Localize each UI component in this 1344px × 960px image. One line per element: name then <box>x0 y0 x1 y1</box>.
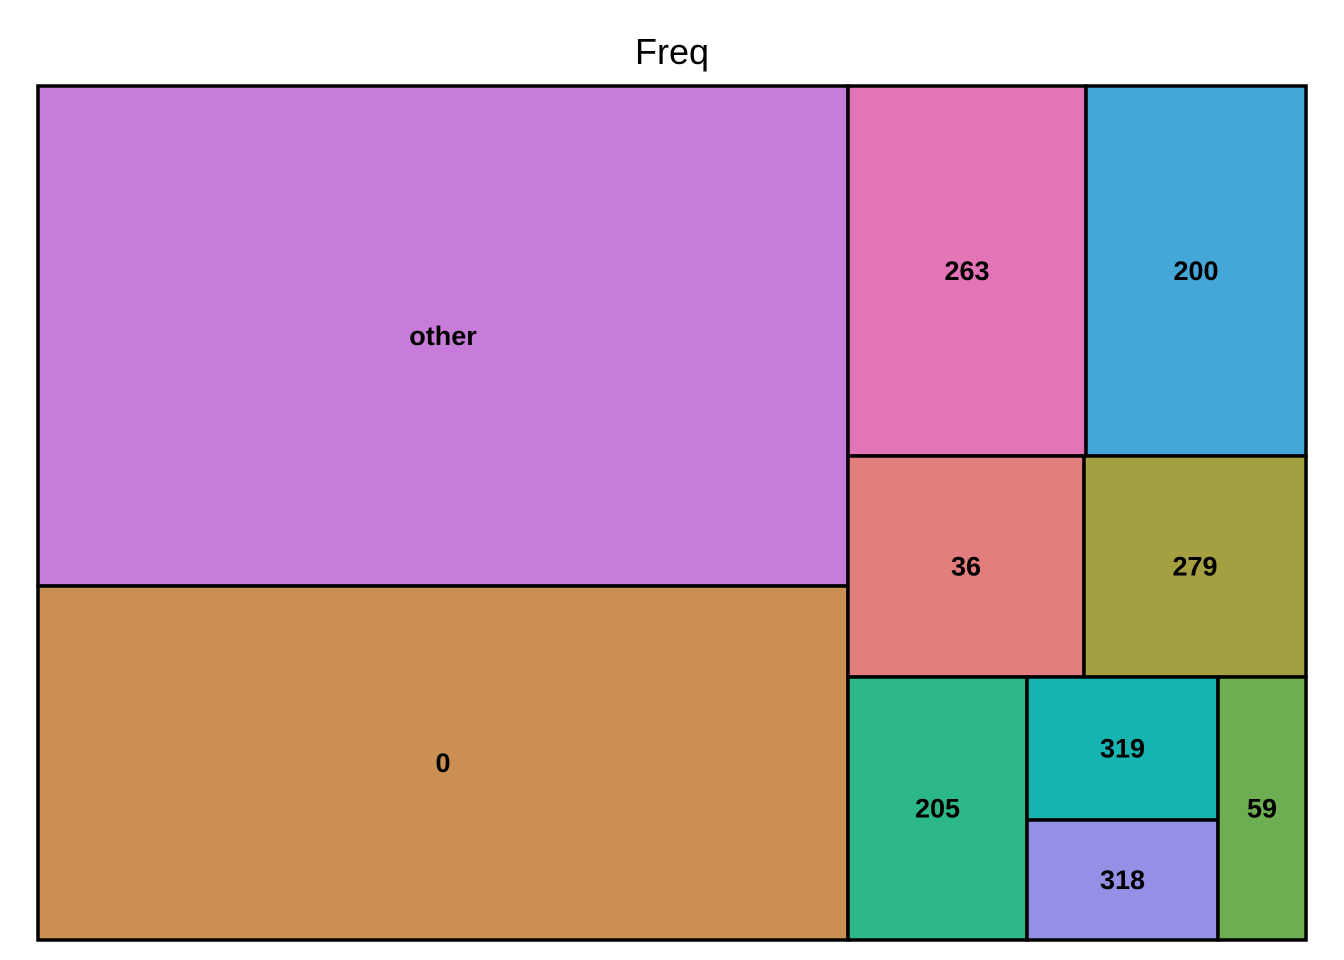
tile-label: 279 <box>1172 552 1217 582</box>
treemap-tile: 279 <box>1082 454 1308 679</box>
tile-label: 59 <box>1247 794 1277 824</box>
chart-title: Freq <box>634 31 710 72</box>
tile-label: 319 <box>1100 734 1145 764</box>
treemap-tile: 200 <box>1084 84 1308 458</box>
tile-rect <box>1025 818 1220 942</box>
treemap-tile: 263 <box>846 84 1088 458</box>
treemap-tile: 318 <box>1025 818 1220 942</box>
tile-label: 318 <box>1100 865 1145 895</box>
treemap-tile: 205 <box>846 675 1029 942</box>
tile-rect <box>846 84 1088 458</box>
tile-label: 200 <box>1173 256 1218 286</box>
treemap-tile: 59 <box>1216 675 1308 942</box>
tile-rect <box>1025 675 1220 822</box>
treemap-tile: 319 <box>1025 675 1220 822</box>
tile-rect <box>36 584 850 942</box>
tile-rect <box>36 84 850 588</box>
treemap-tile: 0 <box>36 584 850 942</box>
treemap-tile: 36 <box>846 454 1086 679</box>
tile-rect <box>1216 675 1308 942</box>
tile-label: 36 <box>951 552 981 582</box>
treemap-tile: other <box>36 84 850 588</box>
tile-label: other <box>409 321 477 351</box>
tile-label: 0 <box>435 748 450 778</box>
tile-label: 263 <box>944 256 989 286</box>
tile-label: 205 <box>915 794 960 824</box>
